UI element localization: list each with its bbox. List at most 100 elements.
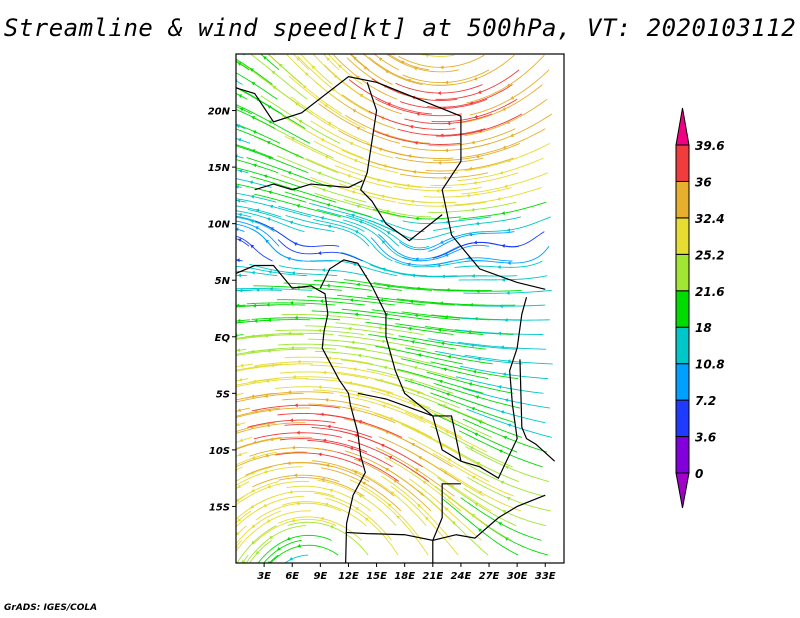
- streamline-arrow: [352, 367, 357, 372]
- streamline-arrow: [387, 503, 392, 508]
- streamline-arrow: [291, 271, 296, 276]
- streamline-arrow: [442, 367, 447, 372]
- streamline-arrow: [266, 217, 271, 222]
- streamline-arrow: [263, 174, 268, 179]
- streamline-arrow: [319, 299, 324, 304]
- streamline-arrow: [321, 268, 326, 272]
- streamline-arrow: [410, 340, 415, 344]
- streamline-arrow: [393, 479, 398, 484]
- streamline-arrow: [268, 270, 272, 274]
- streamline-arrow: [324, 104, 329, 108]
- streamline-arrow: [353, 433, 358, 438]
- streamline-arrow: [287, 390, 292, 395]
- streamline-arrow: [354, 312, 359, 317]
- streamline-arrow: [276, 546, 281, 551]
- lon-tick-label: 27E: [479, 571, 500, 582]
- streamline-arrow: [497, 265, 501, 270]
- streamline-arrow: [444, 507, 449, 512]
- streamline-arrow: [328, 488, 333, 493]
- streamline: [360, 487, 429, 556]
- streamline-arrow: [473, 114, 478, 119]
- streamline-arrow: [414, 468, 419, 472]
- streamline-arrow: [414, 141, 418, 145]
- streamlines: [236, 48, 553, 563]
- streamline-arrow: [356, 204, 360, 209]
- streamline-arrow: [381, 404, 386, 409]
- streamline-arrow: [338, 64, 343, 69]
- streamline-arrow: [263, 469, 268, 474]
- streamline-arrow: [238, 377, 243, 382]
- streamline-arrow: [418, 456, 423, 460]
- streamline-arrow: [295, 501, 300, 506]
- streamline-arrow: [407, 326, 412, 331]
- streamline-arrow: [471, 274, 475, 278]
- streamline-arrow: [236, 227, 239, 232]
- streamline-arrow: [350, 213, 355, 218]
- streamline-arrow: [236, 531, 240, 536]
- streamline-arrow: [438, 379, 443, 384]
- streamline-arrow: [445, 392, 450, 397]
- streamline-arrow: [441, 404, 446, 408]
- streamline-arrow: [320, 138, 325, 142]
- streamline-arrow: [384, 468, 389, 472]
- lat-tick-label: EQ: [215, 333, 231, 344]
- streamline-arrow: [501, 107, 506, 111]
- streamline-arrow: [326, 283, 330, 288]
- streamline-arrow: [475, 395, 480, 400]
- streamline-arrow: [286, 257, 291, 261]
- streamline-arrow: [357, 353, 362, 358]
- streamline-arrow: [241, 560, 246, 563]
- streamline-arrow: [349, 298, 354, 303]
- streamline-arrow: [278, 63, 283, 68]
- streamline-arrow: [442, 175, 446, 180]
- streamline-arrow: [327, 424, 331, 429]
- streamline-arrow: [407, 78, 411, 83]
- streamline-arrow: [425, 516, 429, 521]
- streamline: [433, 382, 521, 409]
- streamline: [236, 510, 252, 524]
- colorbar: 0 3.6 7.2 10.8 18 21.6 25.2 32.4 36 39.6: [675, 107, 725, 509]
- streamline-arrow: [289, 220, 294, 225]
- streamline-arrow: [250, 68, 255, 72]
- coastline-border: [345, 494, 546, 541]
- streamline-arrow: [236, 184, 239, 189]
- streamline-arrow: [346, 174, 351, 178]
- streamline-arrow: [437, 91, 441, 96]
- colorbar-segment: [675, 144, 690, 182]
- streamline-arrow: [477, 528, 482, 533]
- streamline: [241, 554, 249, 563]
- streamline-arrow: [267, 318, 272, 323]
- streamline-arrow: [499, 170, 504, 175]
- streamline-arrow: [293, 473, 298, 478]
- streamline-arrow: [478, 490, 483, 495]
- streamline-arrow: [266, 141, 271, 145]
- streamline-arrow: [388, 455, 393, 460]
- streamline-arrow: [446, 121, 451, 126]
- coastline-border: [236, 75, 546, 290]
- streamline-arrow: [477, 357, 481, 362]
- streamline-arrow: [250, 244, 255, 249]
- streamline-arrow: [324, 155, 329, 160]
- coastline-border: [319, 259, 528, 480]
- streamline: [236, 392, 244, 396]
- streamline-arrow: [450, 484, 455, 489]
- streamline-arrow: [476, 462, 481, 466]
- streamline-arrow: [297, 543, 301, 548]
- streamline-arrow: [409, 50, 413, 53]
- streamline-arrow: [503, 184, 508, 189]
- streamline-arrow: [264, 394, 268, 398]
- streamline-arrow: [354, 230, 359, 234]
- streamline-arrow: [304, 72, 309, 77]
- streamline-arrow: [270, 363, 274, 368]
- streamline-arrow: [267, 48, 271, 52]
- streamline-arrow: [504, 465, 509, 470]
- streamline-arrow: [238, 94, 243, 98]
- streamline: [286, 485, 372, 512]
- streamline-arrow: [266, 484, 271, 489]
- streamline-arrow: [255, 208, 260, 213]
- streamline-arrow: [505, 291, 510, 295]
- streamline: [236, 155, 244, 159]
- streamline-arrow: [507, 423, 512, 428]
- streamline-arrow: [445, 288, 450, 292]
- streamline-arrow: [439, 240, 444, 244]
